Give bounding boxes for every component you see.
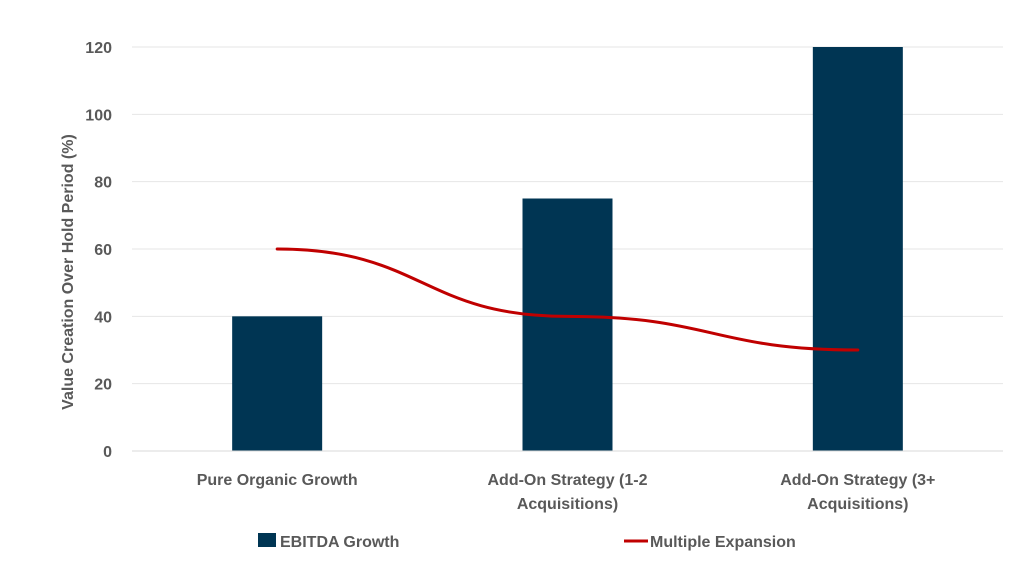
legend-swatch-ebitda-growth bbox=[258, 533, 276, 547]
y-tick-label: 20 bbox=[94, 377, 112, 394]
legend-label-ebitda-growth: EBITDA Growth bbox=[280, 534, 399, 551]
y-tick-label: 0 bbox=[103, 444, 112, 461]
x-category-label: Add-On Strategy (1-2 Acquisitions) bbox=[487, 472, 647, 513]
axes: 0 20 40 60 80 100 120 Value Creation Over Hold … bbox=[60, 40, 1003, 513]
bar-series bbox=[232, 47, 903, 451]
bar-ebitda-growth bbox=[522, 198, 613, 451]
x-category-label: Add-On Strategy (3+ Acquisitions) bbox=[780, 472, 935, 513]
y-tick-label: 120 bbox=[85, 40, 112, 57]
x-category-label-line: Pure Organic Growth bbox=[197, 472, 358, 489]
y-tick-label: 80 bbox=[94, 175, 112, 192]
y-tick-label: 40 bbox=[94, 309, 112, 326]
y-tick-label: 100 bbox=[85, 107, 112, 124]
x-category-label: Pure Organic Growth bbox=[197, 472, 358, 489]
x-category-label-line: Acquisitions) bbox=[517, 496, 618, 513]
x-category-label-line: Acquisitions) bbox=[807, 496, 908, 513]
bar-ebitda-growth bbox=[812, 47, 903, 451]
x-category-label-line: Add-On Strategy (3+ bbox=[780, 472, 935, 489]
y-tick-label: 60 bbox=[94, 242, 112, 259]
legend: EBITDA Growth Multiple Expansion bbox=[258, 533, 796, 551]
line-series bbox=[275, 247, 860, 352]
legend-label-multiple-expansion: Multiple Expansion bbox=[650, 534, 796, 551]
x-category-label-line: Add-On Strategy (1-2 bbox=[487, 472, 647, 489]
bar-ebitda-growth bbox=[232, 316, 323, 451]
y-axis-title: Value Creation Over Hold Period (%) bbox=[60, 134, 77, 410]
line-multiple-expansion bbox=[275, 247, 860, 352]
